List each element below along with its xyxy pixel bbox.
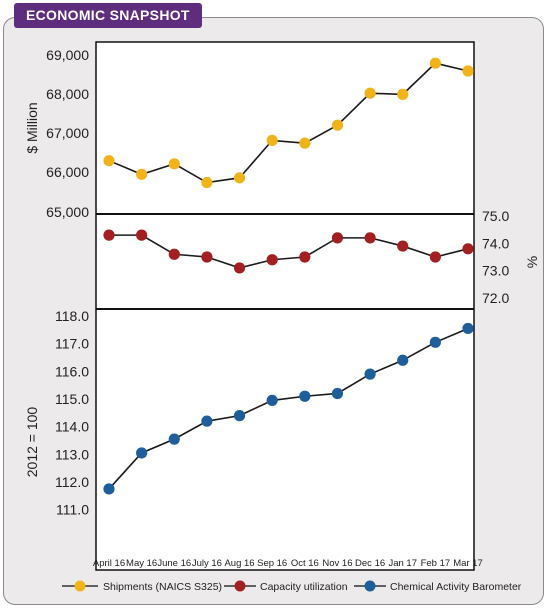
x-tick-label: Dec 16 [355,558,385,569]
data-point-cab [462,322,474,335]
data-point-capacity [168,248,180,260]
x-tick-label: Jan 17 [388,558,417,569]
y-tick-cab: 115.0 [55,391,89,407]
y-tick-cab: 112.0 [55,474,89,490]
legend-label-cab: Chemical Activity Barometer [390,581,522,593]
data-point-cab [201,415,213,427]
data-point-shipments [266,134,278,147]
plot-area [95,41,475,571]
data-point-cab [136,447,148,459]
data-point-cab [103,483,115,495]
data-point-shipments [103,155,115,167]
data-point-cab [233,410,246,422]
data-point-capacity [364,232,376,244]
x-tick-label: Aug 16 [224,558,254,569]
y-tick-cab: 116.0 [55,363,89,379]
data-point-capacity [299,251,311,263]
data-point-shipments [168,158,180,170]
data-point-cab [364,368,376,380]
x-tick-label: Nov 16 [322,558,352,569]
legend-marker-capacity [234,580,246,592]
y-tick-cab: 118.0 [55,308,89,324]
legend: Shipments (NAICS S325) Capacity utilizat… [62,580,522,593]
y-axis-label-cab: 2012 = 100 [24,407,40,478]
y-tick-cab: 111.0 [56,502,89,518]
data-point-cab [168,433,180,445]
data-point-capacity [201,251,213,263]
y-tick-shipments: 68,000 [46,86,89,102]
x-tick-label: Mar 17 [453,558,483,569]
data-point-capacity [266,254,278,266]
section-title-badge: ECONOMIC SNAPSHOT [14,3,202,28]
x-tick-label: Sep 16 [257,558,287,569]
data-point-capacity [103,229,115,241]
y-tick-shipments: 67,000 [46,125,89,141]
y-tick-cab: 113.0 [55,446,89,462]
data-point-shipments [429,57,441,69]
x-tick-label: Oct 16 [291,558,319,569]
legend-label-capacity: Capacity utilization [260,581,348,593]
data-point-capacity [136,229,148,241]
data-point-capacity [397,240,409,252]
series-line-shipments [108,62,469,184]
data-point-cab [331,387,344,400]
legend-marker-shipments [74,580,86,592]
data-point-shipments [299,137,311,149]
x-tick-label: June 16 [157,558,191,569]
y-tick-cab: 114.0 [55,419,89,435]
series-line-cab [108,327,469,490]
data-point-capacity [429,251,441,263]
data-point-shipments [136,168,148,180]
legend-marker-cab [364,580,376,592]
y-tick-shipments: 65,000 [46,204,89,220]
data-point-shipments [397,88,409,100]
x-tick-label: May 16 [126,558,157,569]
data-point-shipments [233,172,246,184]
y-tick-capacity: 74.0 [482,235,509,251]
data-point-shipments [364,87,376,99]
y-tick-shipments: 69,000 [46,47,89,63]
data-point-capacity [233,262,246,274]
series-line-capacity [109,234,469,269]
data-point-shipments [462,65,474,77]
y-tick-cab: 117.0 [55,336,89,352]
data-point-capacity [462,243,474,255]
y-tick-capacity: 73.0 [482,263,509,279]
data-point-capacity [331,232,344,244]
data-point-shipments [201,176,213,189]
x-tick-label: July 16 [192,558,222,569]
x-tick-label: April 16 [93,558,125,569]
data-point-shipments [331,119,344,131]
data-point-cab [266,394,278,406]
y-axis-label-capacity: % [524,256,540,268]
y-tick-capacity: 75.0 [482,208,509,224]
y-tick-shipments: 66,000 [46,164,89,180]
data-point-cab [299,390,311,402]
legend-label-shipments: Shipments (NAICS S325) [103,581,222,593]
y-axis-label-shipments: $ Million [24,102,40,153]
x-tick-label: Feb 17 [421,558,451,569]
y-tick-capacity: 72.0 [482,290,509,306]
data-point-cab [397,354,409,366]
data-point-cab [429,336,441,348]
